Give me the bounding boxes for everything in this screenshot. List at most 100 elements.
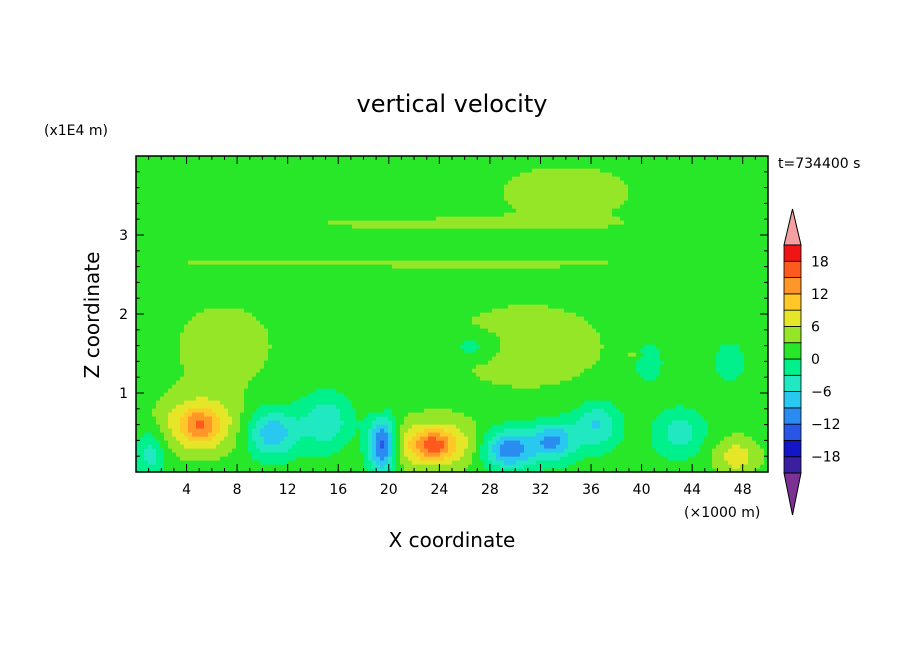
heatmap-cell bbox=[200, 396, 205, 401]
heatmap-cell bbox=[728, 428, 733, 433]
heatmap-cell bbox=[176, 348, 181, 353]
heatmap-cell bbox=[764, 348, 768, 353]
heatmap-cell bbox=[596, 412, 601, 417]
heatmap-cell bbox=[180, 460, 185, 465]
heatmap-cell bbox=[212, 416, 217, 421]
heatmap-cell bbox=[160, 436, 165, 441]
heatmap-cell bbox=[716, 352, 721, 357]
heatmap-cell bbox=[164, 412, 169, 417]
heatmap-cell bbox=[604, 364, 609, 369]
heatmap-cell bbox=[416, 460, 421, 465]
heatmap-cell bbox=[648, 464, 653, 469]
heatmap-cell bbox=[172, 388, 177, 393]
heatmap-cell bbox=[448, 436, 453, 441]
heatmap-cell bbox=[136, 352, 141, 357]
heatmap-cell bbox=[516, 400, 521, 405]
heatmap-cell bbox=[464, 424, 469, 429]
heatmap-cell bbox=[296, 440, 301, 445]
heatmap-cell bbox=[360, 460, 365, 465]
heatmap-cell bbox=[520, 356, 525, 361]
heatmap-cell bbox=[320, 428, 325, 433]
heatmap-cell bbox=[420, 424, 425, 429]
heatmap-cell bbox=[520, 428, 525, 433]
heatmap-cell bbox=[764, 432, 768, 437]
heatmap-cell bbox=[440, 420, 445, 425]
heatmap-cell bbox=[752, 380, 757, 385]
heatmap-cell bbox=[364, 380, 369, 385]
heatmap-cell bbox=[664, 364, 669, 369]
heatmap-cell bbox=[228, 344, 233, 349]
heatmap-cell bbox=[684, 444, 689, 449]
heatmap-cell bbox=[248, 404, 253, 409]
heatmap-cell bbox=[480, 400, 485, 405]
heatmap-cell bbox=[260, 452, 265, 457]
heatmap-cell bbox=[568, 432, 573, 437]
heatmap-cell bbox=[616, 408, 621, 413]
heatmap-cell bbox=[212, 464, 217, 469]
heatmap-cell bbox=[368, 376, 373, 381]
heatmap-cell bbox=[488, 440, 493, 445]
heatmap-cell bbox=[468, 364, 473, 369]
heatmap-cell bbox=[384, 344, 389, 349]
heatmap-cell bbox=[496, 396, 501, 401]
heatmap-cell bbox=[156, 408, 161, 413]
heatmap-cell bbox=[708, 416, 713, 421]
heatmap-cell bbox=[260, 356, 265, 361]
heatmap-cell bbox=[492, 420, 497, 425]
heatmap-cell bbox=[408, 464, 413, 469]
heatmap-cell bbox=[464, 380, 469, 385]
heatmap-cell bbox=[588, 436, 593, 441]
heatmap-cell bbox=[556, 388, 561, 393]
heatmap-cell bbox=[676, 436, 681, 441]
heatmap-cell bbox=[664, 388, 669, 393]
heatmap-cell bbox=[528, 396, 533, 401]
heatmap-cell bbox=[308, 424, 313, 429]
heatmap-cell bbox=[744, 420, 749, 425]
heatmap-cell bbox=[144, 384, 149, 389]
heatmap-cell bbox=[200, 392, 205, 397]
heatmap-cell bbox=[612, 388, 617, 393]
heatmap-cell bbox=[468, 420, 473, 425]
heatmap-cell bbox=[480, 444, 485, 449]
heatmap-cell bbox=[556, 400, 561, 405]
heatmap-cell bbox=[500, 428, 505, 433]
heatmap-cell bbox=[712, 436, 717, 441]
heatmap-cell bbox=[728, 424, 733, 429]
heatmap-cell bbox=[696, 452, 701, 457]
heatmap-cell bbox=[664, 408, 669, 413]
heatmap-cell bbox=[428, 428, 433, 433]
heatmap-cell bbox=[724, 352, 729, 357]
heatmap-cell bbox=[476, 388, 481, 393]
heatmap-cell bbox=[576, 412, 581, 417]
heatmap-cell bbox=[380, 440, 385, 445]
heatmap-cell bbox=[492, 352, 497, 357]
heatmap-cell bbox=[320, 460, 325, 465]
heatmap-cell bbox=[436, 376, 441, 381]
heatmap-cell bbox=[288, 396, 293, 401]
heatmap-cell bbox=[388, 392, 393, 397]
heatmap-cell bbox=[632, 432, 637, 437]
heatmap-cell bbox=[312, 460, 317, 465]
heatmap-cell bbox=[300, 436, 305, 441]
heatmap-cell bbox=[564, 452, 569, 457]
heatmap-cell bbox=[288, 408, 293, 413]
heatmap-cell bbox=[652, 372, 657, 377]
heatmap-cell bbox=[764, 428, 768, 433]
heatmap-cell bbox=[336, 372, 341, 377]
heatmap-cell bbox=[184, 416, 189, 421]
heatmap-cell bbox=[516, 448, 521, 453]
heatmap-cell bbox=[344, 468, 349, 472]
heatmap-cell bbox=[324, 368, 329, 373]
heatmap-cell bbox=[192, 440, 197, 445]
heatmap-cell bbox=[272, 356, 277, 361]
heatmap-cell bbox=[520, 408, 525, 413]
heatmap-cell bbox=[380, 392, 385, 397]
heatmap-cell bbox=[640, 424, 645, 429]
heatmap-cell bbox=[240, 452, 245, 457]
heatmap-cell bbox=[756, 456, 761, 461]
heatmap-cell bbox=[712, 468, 717, 472]
heatmap-cell bbox=[240, 424, 245, 429]
heatmap-cell bbox=[200, 344, 205, 349]
heatmap-cell bbox=[720, 440, 725, 445]
heatmap-cell bbox=[752, 364, 757, 369]
